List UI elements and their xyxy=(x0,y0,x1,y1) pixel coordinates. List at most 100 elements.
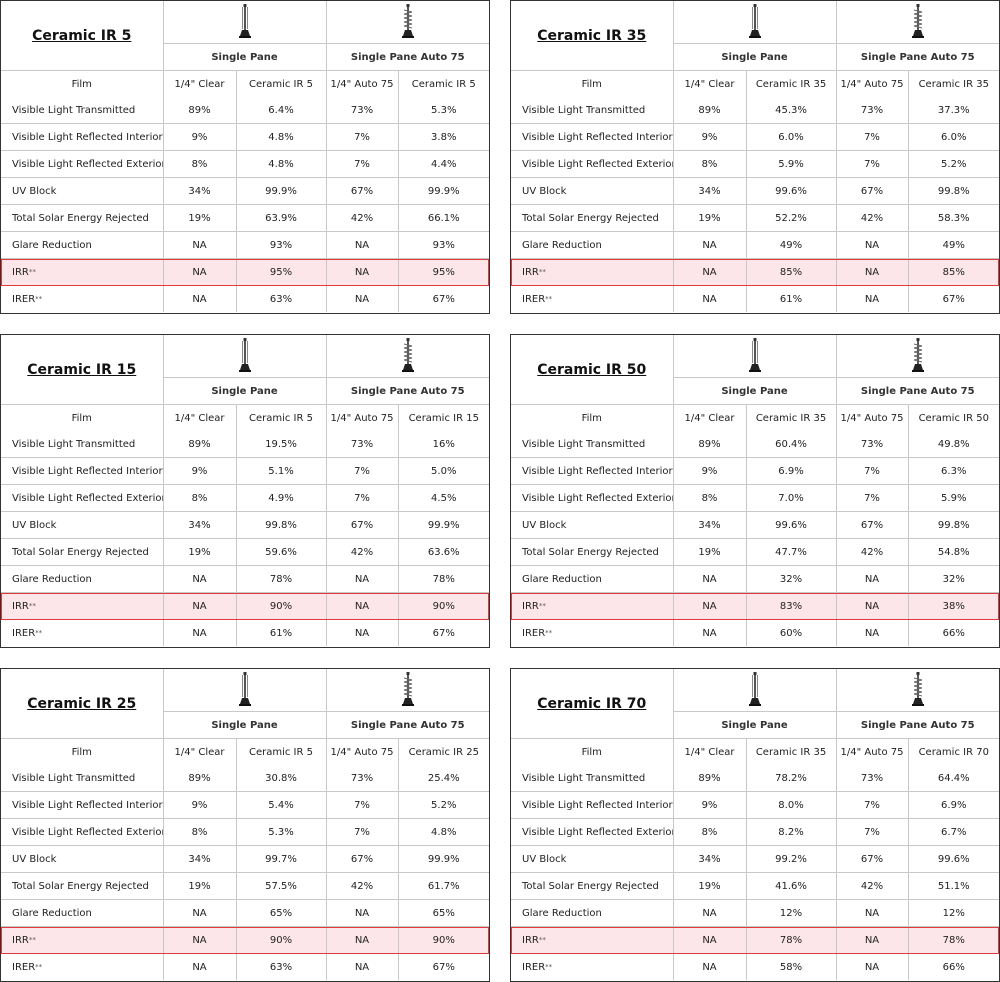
table-cell: 41.6% xyxy=(746,872,837,900)
table-cell: 5.1% xyxy=(236,457,327,485)
table-row: Visible Light Reflected Exterior 8% 5.3% 7%… xyxy=(1,818,489,846)
auto-glass-icon xyxy=(836,1,999,44)
table-cell: 67% xyxy=(326,511,399,539)
table-cell: 12% xyxy=(746,899,837,927)
table-cell: 32% xyxy=(908,565,999,593)
auto-glass-icon xyxy=(836,335,999,378)
table-row: Visible Light Reflected Interior 9% 5.4% 7%… xyxy=(1,791,489,819)
table-cell: 8.0% xyxy=(746,791,837,819)
table-cell: 6.9% xyxy=(908,791,999,819)
table-cell: 58% xyxy=(746,953,837,980)
panel-title: Ceramic IR 35 xyxy=(511,1,674,71)
row-label: Visible Light Reflected Exterior xyxy=(511,484,674,512)
film-single-col: Ceramic IR 35 xyxy=(746,738,837,765)
table-cell: 78.2% xyxy=(746,765,837,792)
footnote-marker: ** xyxy=(35,628,43,637)
table-cell: 66.1% xyxy=(398,204,489,232)
table-cell: NA xyxy=(836,619,909,646)
table-cell: 95% xyxy=(236,258,327,286)
auto-glass-col: 1/4" Auto 75 xyxy=(326,404,399,431)
table-row: Glare Reduction NA 12% NA 12% xyxy=(511,899,999,927)
table-cell: 67% xyxy=(326,177,399,205)
table-row: UV Block 34% 99.8% 67% 99.9% xyxy=(1,511,489,539)
table-cell: 99.8% xyxy=(236,511,327,539)
table-cell: NA xyxy=(836,231,909,259)
table-cell: NA xyxy=(836,592,909,620)
table-cell: NA xyxy=(163,926,237,954)
table-cell: 45.3% xyxy=(746,97,837,124)
table-cell: NA xyxy=(673,565,747,593)
table-cell: 93% xyxy=(398,231,489,259)
table-cell: 6.4% xyxy=(236,97,327,124)
row-label: Visible Light Reflected Exterior xyxy=(1,818,164,846)
table-cell: 73% xyxy=(326,431,399,458)
film-single-col: Ceramic IR 35 xyxy=(746,404,837,431)
table-cell: 12% xyxy=(908,899,999,927)
table-cell: NA xyxy=(163,258,237,286)
spec-table: Ceramic IR 70 xyxy=(511,669,999,980)
row-label: Total Solar Energy Rejected xyxy=(1,538,164,566)
row-label: Visible Light Transmitted xyxy=(1,97,164,124)
table-row: Visible Light Reflected Exterior 8% 7.0% 7%… xyxy=(511,484,999,512)
auto-glass-col: 1/4" Auto 75 xyxy=(326,738,399,765)
single-pane-header: Single Pane xyxy=(163,43,327,71)
single-pane-auto-header: Single Pane Auto 75 xyxy=(326,711,489,739)
spec-panel: Ceramic IR 5 xyxy=(0,0,490,314)
table-cell: 89% xyxy=(673,431,747,458)
table-cell: 42% xyxy=(836,538,909,566)
table-cell: 67% xyxy=(836,511,909,539)
auto-glass-col: 1/4" Auto 75 xyxy=(836,70,909,97)
footnote-marker: ** xyxy=(28,935,36,944)
footnote-marker: ** xyxy=(538,935,546,944)
single-pane-auto-header: Single Pane Auto 75 xyxy=(326,43,489,71)
table-cell: 5.0% xyxy=(398,457,489,485)
table-cell: 8% xyxy=(673,484,747,512)
table-cell: 37.3% xyxy=(908,97,999,124)
table-cell: 73% xyxy=(836,431,909,458)
row-label: IRR** xyxy=(1,258,164,286)
table-cell: 19.5% xyxy=(236,431,327,458)
table-cell: 49.8% xyxy=(908,431,999,458)
footnote-marker: ** xyxy=(35,294,43,303)
table-cell: NA xyxy=(163,953,237,980)
row-label: IRR** xyxy=(1,592,164,620)
table-row: Total Solar Energy Rejected 19% 47.7% 42% 54… xyxy=(511,538,999,566)
table-row: Visible Light Reflected Interior 9% 5.1% 7%… xyxy=(1,457,489,485)
clear-glass-col: 1/4" Clear xyxy=(163,404,237,431)
table-cell: 63% xyxy=(236,285,327,312)
table-cell: 99.2% xyxy=(746,845,837,873)
row-label: IRER** xyxy=(511,285,674,312)
table-row: IRER** NA 63% NA 67% xyxy=(1,285,489,312)
clear-glass-icon xyxy=(163,335,327,378)
auto-glass-icon xyxy=(836,669,999,712)
table-cell: NA xyxy=(836,285,909,312)
row-label: Visible Light Reflected Interior xyxy=(1,123,164,151)
table-cell: 99.8% xyxy=(908,511,999,539)
clear-glass-col: 1/4" Clear xyxy=(163,70,237,97)
table-cell: NA xyxy=(673,258,747,286)
table-row: Visible Light Reflected Interior 9% 6.9% 7%… xyxy=(511,457,999,485)
single-pane-header: Single Pane xyxy=(163,711,327,739)
table-cell: 78% xyxy=(746,926,837,954)
film-single-col: Ceramic IR 5 xyxy=(236,70,327,97)
table-row: Visible Light Transmitted 89% 78.2% 73% 64.4… xyxy=(511,765,999,792)
table-row: Visible Light Reflected Exterior 8% 8.2% 7%… xyxy=(511,818,999,846)
row-label: Visible Light Transmitted xyxy=(511,97,674,124)
table-cell: 4.5% xyxy=(398,484,489,512)
table-cell: 6.0% xyxy=(908,123,999,151)
table-cell: 9% xyxy=(673,791,747,819)
table-row: UV Block 34% 99.2% 67% 99.6% xyxy=(511,845,999,873)
row-label: Visible Light Reflected Interior xyxy=(511,123,674,151)
table-row: Visible Light Reflected Interior 9% 8.0% 7%… xyxy=(511,791,999,819)
table-row: Visible Light Transmitted 89% 45.3% 73% 37.3… xyxy=(511,97,999,124)
table-cell: 85% xyxy=(908,258,999,286)
table-row: UV Block 34% 99.7% 67% 99.9% xyxy=(1,845,489,873)
film-auto-col: Ceramic IR 35 xyxy=(918,78,989,90)
highlight-row: IRR** NA 90% NA 90% xyxy=(1,926,489,954)
film-single-col: Ceramic IR 35 xyxy=(746,70,837,97)
film-label: Film xyxy=(1,404,164,431)
table-cell: 7% xyxy=(836,123,909,151)
table-row: Glare Reduction NA 65% NA 65% xyxy=(1,899,489,927)
table-cell: 63.6% xyxy=(398,538,489,566)
table-row: IRER** NA 58% NA 66% xyxy=(511,953,999,980)
